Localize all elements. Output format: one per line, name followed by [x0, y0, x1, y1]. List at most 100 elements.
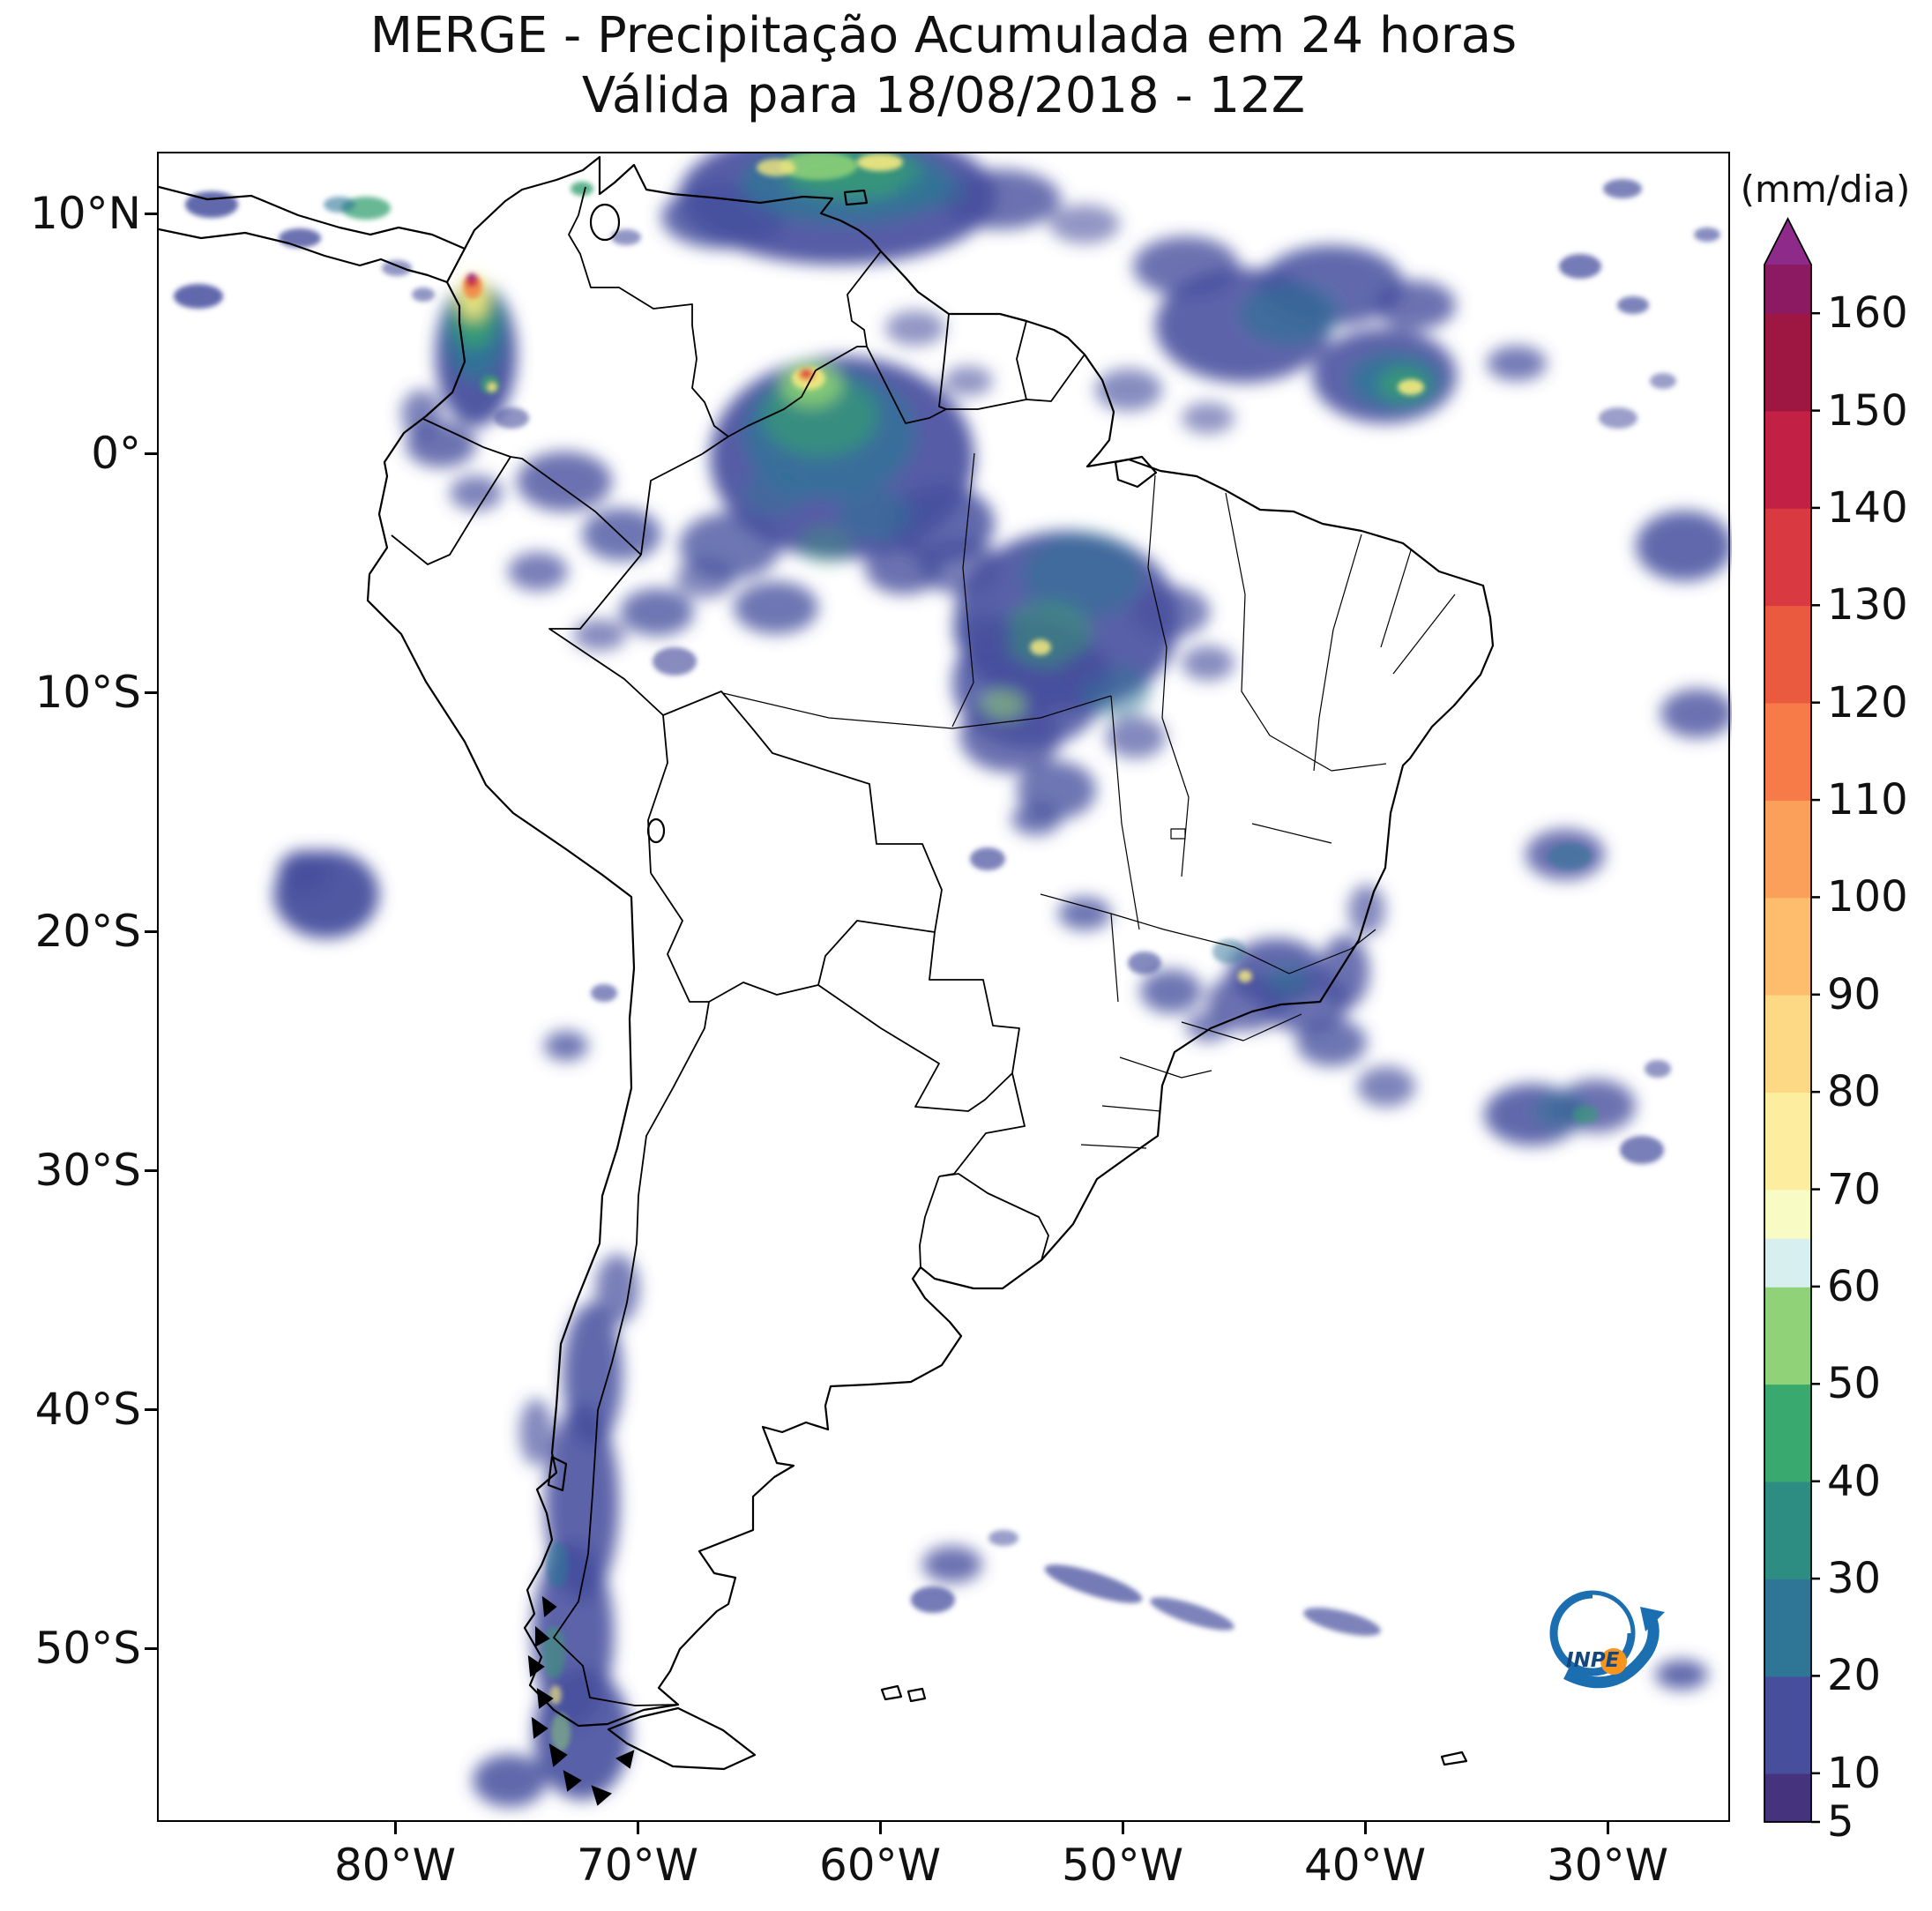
- lon-tick-label: 50°W: [1061, 1840, 1184, 1891]
- precipitation-blob: [1150, 1597, 1235, 1631]
- precipitation-blob: [1049, 205, 1120, 243]
- precipitation-blob: [542, 1626, 565, 1679]
- precipitation-blob: [473, 1754, 547, 1807]
- precipitation-blob: [1128, 952, 1161, 974]
- precipitation-blob: [922, 1546, 982, 1583]
- lon-tickmark: [1606, 1822, 1609, 1834]
- precipitation-blob: [799, 526, 852, 564]
- colorbar-segment: [1764, 897, 1811, 996]
- precipitation-blob: [653, 647, 697, 676]
- colorbar-tick-label: 5: [1827, 1797, 1854, 1847]
- precipitation-blob: [1060, 652, 1113, 687]
- map-plot-area: [157, 152, 1732, 1822]
- precipitation-blob: [494, 407, 529, 429]
- precipitation-blob: [742, 470, 806, 516]
- colorbar-segment: [1764, 1384, 1811, 1482]
- precipitation-blob: [544, 1031, 588, 1061]
- lake-maracaibo: [589, 203, 621, 242]
- map-title-line2: Válida para 18/08/2018 - 12Z: [581, 67, 1306, 124]
- precipitation-blob: [1140, 969, 1202, 1013]
- precipitation-blob: [412, 287, 435, 302]
- lat-tickmark: [145, 690, 157, 694]
- south-georgia-island: [1440, 1751, 1468, 1766]
- precipitation-blob: [1030, 639, 1051, 655]
- precipitation-blob: [620, 588, 694, 636]
- lat-tick-label: 10°N: [29, 188, 141, 239]
- precipitation-blob: [1182, 646, 1235, 681]
- lon-tickmark: [1363, 1822, 1367, 1834]
- lat-tick-label: 10°S: [34, 667, 141, 718]
- coastline-group: [159, 155, 1495, 1806]
- precipitation-blob: [1620, 1136, 1664, 1164]
- lat-tickmark: [145, 929, 157, 933]
- precipitation-blob: [533, 1668, 630, 1800]
- precipitation-blob: [1534, 1093, 1587, 1128]
- precipitation-blob: [1320, 935, 1369, 1009]
- lake-titicaca: [646, 817, 666, 844]
- colorbar-segment: [1764, 800, 1811, 899]
- precipitation-blob: [780, 153, 857, 180]
- precipitation-blob: [1645, 1060, 1671, 1078]
- country-borders: [391, 186, 1085, 1706]
- colorbar-tick-label: 60: [1827, 1261, 1882, 1311]
- precipitation-blob: [911, 1586, 955, 1613]
- precipitation-blob: [382, 260, 412, 276]
- precipitation-blob: [1357, 1066, 1415, 1107]
- lon-tick-label: 60°W: [818, 1840, 942, 1891]
- colorbar-segment: [1764, 507, 1811, 607]
- precipitation-blob: [1655, 1660, 1708, 1690]
- precipitation-blob: [519, 1399, 553, 1466]
- colorbar-segment: [1764, 1481, 1811, 1579]
- precipitation-blob: [896, 173, 966, 208]
- precipitation-blob: [970, 847, 1005, 870]
- precipitation-blob: [508, 552, 568, 591]
- precipitation-blob: [174, 284, 223, 309]
- colorbar-tick-label: 70: [1827, 1164, 1882, 1214]
- precipitation-blob: [582, 508, 661, 561]
- colorbar-tick-label: 100: [1827, 872, 1908, 922]
- south-america-map: [159, 153, 1732, 1807]
- colorbar-segment: [1764, 702, 1811, 801]
- precipitation-blob: [1617, 296, 1649, 314]
- precipitation-blob: [1636, 511, 1732, 581]
- precipitation-blob: [595, 1254, 639, 1325]
- distrito-federal-outline: [1170, 828, 1186, 840]
- precipitation-blob: [941, 169, 1061, 229]
- colorbar-segment: [1764, 1676, 1811, 1774]
- precipitation-blob: [1238, 970, 1252, 982]
- precipitation-blob: [1212, 939, 1246, 964]
- precipitation-blob: [324, 197, 355, 213]
- lon-tick-label: 80°W: [333, 1840, 457, 1891]
- precipitation-blob: [1572, 1106, 1599, 1123]
- precipitation-blob: [1058, 897, 1111, 930]
- lat-tickmark: [145, 1407, 157, 1411]
- precipitation-blob: [1487, 346, 1547, 381]
- chiloe-island: [547, 1455, 568, 1492]
- colorbar-segment: [1764, 1237, 1811, 1288]
- lat-tickmark: [145, 452, 157, 455]
- precipitation-hotspots-layer: [174, 153, 1720, 1751]
- precipitation-blob: [591, 984, 617, 1002]
- colorbar-segment: [1764, 265, 1811, 314]
- patagonian-fjord-islets: [527, 1595, 635, 1806]
- precipitation-layer: [273, 153, 1732, 1807]
- precipitation-blob: [549, 1685, 562, 1705]
- logo-circle: [1549, 1590, 1636, 1676]
- colorbar-tick-label: 40: [1827, 1456, 1882, 1506]
- precipitation-blob: [1044, 1564, 1143, 1603]
- precipitation-blob: [546, 1541, 569, 1587]
- precipitation-blob: [1603, 179, 1642, 198]
- precipitation-blob: [757, 159, 795, 176]
- logo-arrow: [1563, 1615, 1660, 1689]
- colorbar-tick-label: 130: [1827, 580, 1908, 631]
- logo-orange-dot: [1600, 1648, 1627, 1675]
- lon-tickmark: [636, 1822, 639, 1834]
- colorbar-segment: [1764, 605, 1811, 704]
- precipitation-blob: [1133, 236, 1239, 296]
- precipitation-blob: [1265, 966, 1309, 996]
- colorbar-over-range-arrow: [1764, 219, 1811, 265]
- precipitation-blob: [551, 1713, 571, 1751]
- precipitation-blob: [1599, 407, 1637, 429]
- lat-tick-label: 0°: [91, 428, 141, 479]
- colorbar-tick-label: 80: [1827, 1067, 1882, 1117]
